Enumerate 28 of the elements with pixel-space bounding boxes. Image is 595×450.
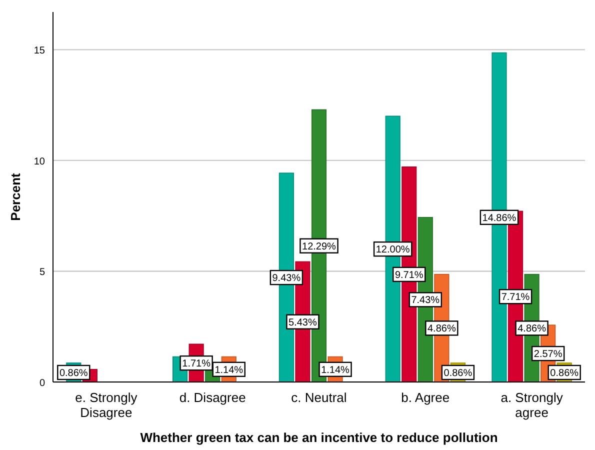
x-tick-label: e. Strongly Disagree (75, 390, 138, 420)
data-label: 5.43% (288, 317, 318, 328)
x-tick-label: b. Agree (401, 390, 450, 405)
data-label: 7.43% (411, 295, 440, 306)
data-label: 4.86% (518, 324, 546, 335)
x-axis-title: Whether green tax can be an incentive to reduce pollution (140, 430, 498, 445)
data-label: 9.43% (272, 273, 301, 284)
data-label: 0.86% (550, 368, 579, 379)
data-label: 1.71% (182, 358, 211, 370)
data-label: 2.57% (534, 349, 562, 360)
x-tick-label: c. Neutral (291, 390, 347, 405)
data-label: 1.14% (321, 364, 350, 376)
x-tick-label: a. Strongly agree (500, 390, 564, 420)
y-axis-title: Percent (8, 172, 23, 221)
y-tick-label: 5 (39, 267, 46, 278)
data-label: 4.86% (428, 324, 456, 335)
y-tick-label: 15 (34, 46, 46, 57)
data-label: 12.29% (302, 241, 336, 252)
data-label: 12.00% (376, 244, 410, 256)
data-label: 9.71% (394, 270, 424, 281)
y-tick-label: 10 (34, 156, 46, 168)
data-label: 0.86% (59, 368, 88, 379)
y-tick-label: 0 (39, 378, 46, 389)
data-label: 0.86% (444, 368, 472, 379)
data-label: 7.71% (501, 292, 530, 304)
x-tick-label: d. Disagree (179, 390, 246, 405)
data-label: 14.86% (482, 212, 516, 224)
data-label: 1.14% (214, 364, 244, 376)
